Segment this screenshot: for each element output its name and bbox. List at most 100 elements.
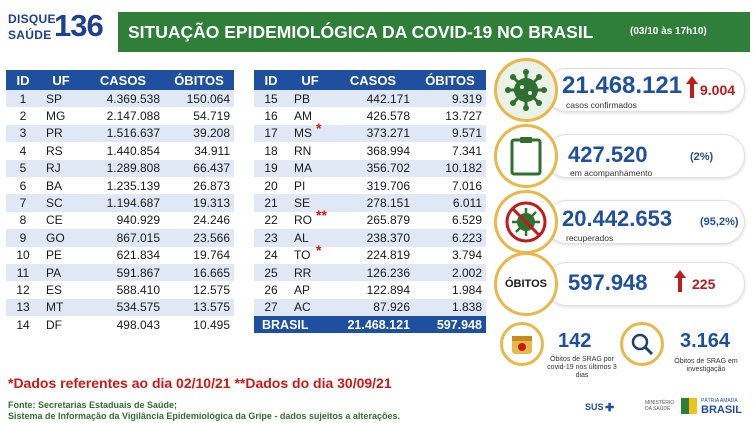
calendar-icon [512,336,532,354]
footnote-mark: * [316,241,322,258]
virus-icon [505,69,547,111]
table-row: 9 GO 867.015 23.566 [6,229,234,247]
cell-casos: 278.151 [332,194,414,212]
table-row: 10 PE 621.834 19.764 [6,246,234,264]
total-casos: 21.468.121 [332,316,414,334]
cell-casos: 1.289.808 [82,159,164,177]
confirmed-label: casos confirmados [566,100,637,110]
cell-uf: AP [294,282,311,297]
total-obitos: 597.948 [414,316,486,334]
col-uf: UF [40,70,82,90]
cell-obitos: 39.208 [164,124,234,143]
monitoring-pct: (2%) [690,151,714,163]
arrow-up-icon [686,76,698,98]
table-row: 11 PA 591.867 16.665 [6,263,234,282]
cell-casos: 368.994 [332,142,414,160]
cell-id: 17 [254,124,288,143]
cell-uf: MG [46,109,66,124]
cell-id: 4 [6,142,40,160]
cell-obitos: 13.575 [164,298,234,317]
table-row: 13 MT 534.575 13.575 [6,298,234,317]
table-row: 15 PB 442.171 9.319 [254,90,486,108]
cell-casos: 122.894 [332,281,414,299]
cell-casos: 4.369.538 [82,90,164,108]
investigation-badge [620,322,664,366]
cell-id: 25 [254,263,288,282]
table-row: 8 CE 940.929 24.246 [6,211,234,230]
recovered-pct: (95,2%) [700,216,739,228]
states-table-left: ID UF CASOS ÓBITOS 1 SP 4.369.538 150.064 2 M… [6,70,234,334]
col-uf: UF [288,70,332,90]
plus-icon: ✚ [605,402,615,414]
col-casos: CASOS [82,70,164,90]
states-table-right: ID UF CASOS ÓBITOS 15 PB 442.171 9.319 16 AM 4… [254,70,486,334]
cell-casos: 867.015 [82,229,164,247]
table-row: 6 BA 1.235.139 26.873 [6,176,234,195]
cell-obitos: 12.575 [164,281,234,299]
cell-id: 1 [6,90,40,108]
cell-id: 24 [254,246,288,264]
cell-obitos: 66.437 [164,159,234,177]
logo-line2: SAÚDE [8,28,52,42]
cell-obitos: 2.002 [414,263,486,282]
table-row: 22 RO ** 265.879 6.529 [254,207,486,230]
cell-casos: 1.194.687 [82,194,164,212]
table-row: 18 RN 368.994 7.341 [254,142,486,160]
cell-casos: 87.926 [332,298,414,317]
col-obitos: ÓBITOS [164,70,234,90]
deaths-badge-label: ÓBITOS [505,278,547,290]
cell-uf: RS [46,143,63,158]
logo-number: 136 [54,8,104,43]
cell-id: 3 [6,124,40,143]
title-banner: SITUAÇÃO EPIDEMIOLÓGICA DA COVID-19 NO B… [118,12,750,52]
cell-uf: PB [294,91,311,106]
cell-casos: 426.578 [332,107,414,125]
sus-logo: SUS [585,402,604,412]
cell-uf: PE [46,248,63,263]
cell-casos: 534.575 [82,298,164,317]
report-date: (03/10 às 17h10) [630,26,707,37]
cell-obitos: 16.665 [164,263,234,282]
cell-uf: BA [46,178,63,193]
total-row: BRASIL 21.468.121 597.948 [254,316,486,334]
source-line2: Sistema de Informação da Vigilância Epid… [8,411,400,421]
deaths-panel [545,262,745,306]
crossed-virus-icon [505,201,547,243]
cell-casos: 498.043 [82,316,164,334]
cell-uf: RN [294,143,312,158]
cell-id: 27 [254,298,288,317]
table-row: 23 AL 238.370 6.223 [254,229,486,247]
cell-id: 20 [254,176,288,195]
brasil-logo: BRASIL [701,404,742,416]
col-obitos: ÓBITOS [414,70,486,90]
srag-label: Óbitos de SRAG por covid-19 nos últimos … [547,356,617,379]
cell-id: 18 [254,142,288,160]
flag-stripe-green [681,398,691,414]
cell-obitos: 19.313 [164,194,234,212]
cell-obitos: 3.794 [414,246,486,264]
cell-obitos: 7.016 [414,176,486,195]
cell-obitos: 54.719 [164,107,234,125]
logo-line1: DISQUE [8,12,56,26]
cell-id: 6 [6,176,40,195]
table-row: 4 RS 1.440.854 34.911 [6,142,234,160]
cell-id: 8 [6,211,40,230]
cell-obitos: 10.495 [164,316,234,334]
cell-id: 23 [254,229,288,247]
confirmed-panel [545,68,745,112]
monitoring-badge [494,124,558,188]
cell-uf: RJ [46,161,61,176]
confirmed-badge [494,58,558,122]
cell-uf: AM [294,109,312,124]
table-row: 14 DF 498.043 10.495 [6,316,234,334]
brasil-tagline: PÁTRIA AMADA [701,398,738,404]
cell-uf: TO [294,248,311,263]
cell-id: 22 [254,211,288,230]
recovered-label: recuperados [566,233,614,243]
cell-casos: 126.236 [332,263,414,282]
cell-uf: PI [294,178,306,193]
cell-casos: 940.929 [82,211,164,230]
cell-obitos: 9.571 [414,124,486,143]
cell-casos: 356.702 [332,159,414,177]
cell-casos: 265.879 [332,211,414,230]
